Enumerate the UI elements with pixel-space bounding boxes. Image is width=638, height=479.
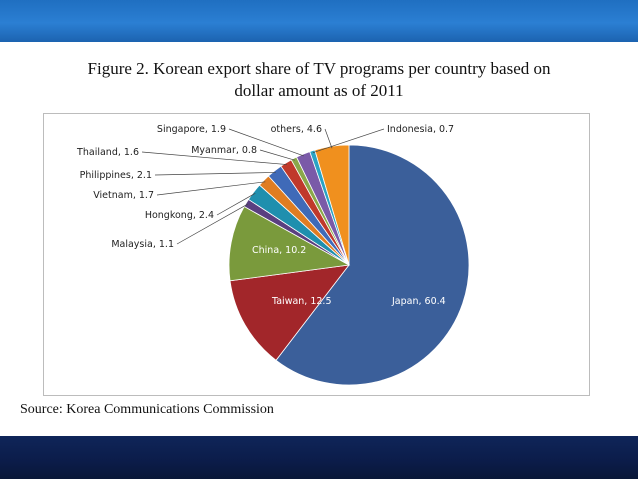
leader-line-philippines <box>154 172 276 176</box>
slice-label-taiwan: Taiwan, 12.5 <box>271 296 332 307</box>
figure-title: Figure 2. Korean export share of TV prog… <box>20 58 618 102</box>
chart-frame: Japan, 60.4 Taiwan, 12.5 China, 10.2 Malays… <box>43 113 590 396</box>
slice-label-indonesia: Indonesia, 0.7 <box>387 124 454 135</box>
slice-label-vietnam: Vietnam, 1.7 <box>93 190 154 201</box>
slice-label-others: others, 4.6 <box>271 124 322 135</box>
leader-line-singapore <box>228 128 304 157</box>
leader-line-myanmar <box>259 149 295 161</box>
pie-slice-china <box>228 205 351 282</box>
leader-line-thailand <box>141 151 288 165</box>
pie-chart: Japan, 60.4 Taiwan, 12.5 China, 10.2 Malays… <box>76 124 470 386</box>
leader-line-malaysia <box>176 203 249 245</box>
slice-label-japan: Japan, 60.4 <box>391 296 446 307</box>
leader-line-hongkong <box>216 192 256 216</box>
bottom-decorative-band <box>0 436 638 479</box>
figure-title-line-1: Figure 2. Korean export share of TV prog… <box>87 59 551 78</box>
source-note: Source: Korea Communications Commission <box>20 402 274 417</box>
figure-title-line-2: dollar amount as of 2011 <box>234 81 404 100</box>
slice-label-hongkong: Hongkong, 2.4 <box>145 210 214 221</box>
slice-label-china: China, 10.2 <box>252 245 306 256</box>
pie-slice-japan <box>275 144 470 386</box>
leader-line-indonesia <box>312 128 385 153</box>
leader-line-others <box>324 128 333 149</box>
leader-line-vietnam <box>156 181 266 196</box>
slice-label-philippines: Philippines, 2.1 <box>80 170 152 181</box>
slice-label-thailand: Thailand, 1.6 <box>76 147 139 158</box>
pie-slice-taiwan <box>229 264 350 361</box>
slice-label-malaysia: Malaysia, 1.1 <box>111 239 174 250</box>
top-decorative-band <box>0 0 638 42</box>
slice-label-singapore: Singapore, 1.9 <box>157 124 226 135</box>
slice-label-myanmar: Myanmar, 0.8 <box>191 145 257 156</box>
